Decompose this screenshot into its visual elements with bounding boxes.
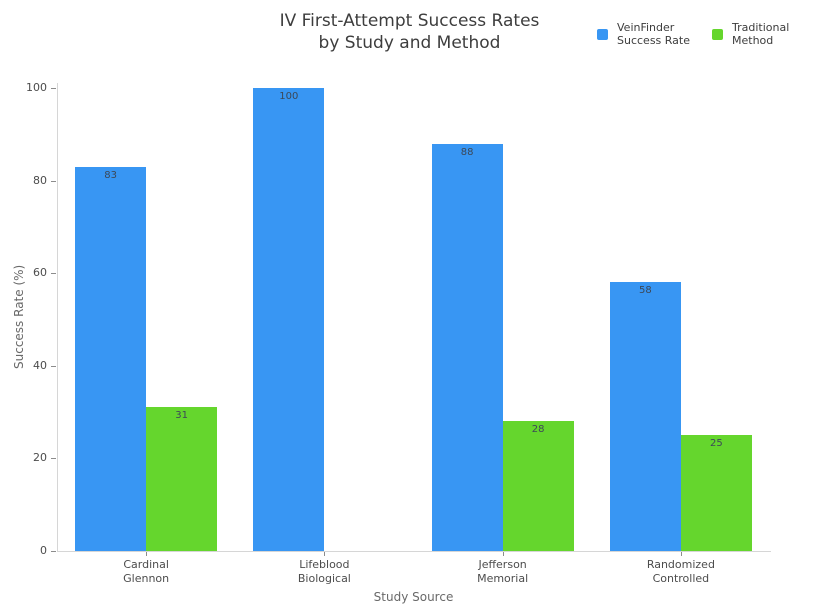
x-tick-label: Lifeblood Biological — [297, 558, 351, 585]
x-axis-title: Study Source — [373, 590, 454, 604]
legend-swatch-icon — [712, 29, 723, 40]
bar-value-label: 88 — [460, 146, 474, 158]
y-tick-mark — [51, 458, 56, 460]
chart-title: IV First-Attempt Success Rates by Study … — [279, 11, 540, 53]
y-tick-mark — [51, 180, 56, 182]
legend-item-veinfinder[interactable]: VeinFinder Success Rate — [597, 21, 690, 47]
y-axis-title: Success Rate (%) — [12, 264, 26, 370]
x-tick-mark — [680, 552, 682, 556]
traditional-bar[interactable]: 25 — [680, 435, 752, 551]
x-tick-label: Randomized Controlled — [646, 558, 715, 585]
y-tick-mark — [51, 273, 56, 275]
x-tick-mark — [146, 552, 148, 556]
y-tick-label: 60 — [33, 266, 47, 280]
legend-label: VeinFinder Success Rate — [617, 21, 690, 47]
y-tick-mark — [51, 551, 56, 552]
bar-value-label: 100 — [279, 91, 299, 102]
bar-value-label: 25 — [709, 438, 723, 450]
bar-value-label: 58 — [638, 285, 652, 297]
traditional-bar[interactable]: 31 — [146, 407, 218, 551]
x-axis-line — [57, 551, 771, 552]
plot-area: 83 100 88 58 31 28 25 — [57, 83, 770, 551]
x-tick-label: Jefferson Memorial — [477, 558, 529, 585]
legend-label: Traditional Method — [732, 21, 790, 47]
x-tick-mark — [324, 552, 326, 556]
bar-value-label: 83 — [104, 169, 117, 181]
veinfinder-bar[interactable]: 88 — [431, 143, 503, 551]
y-tick-label: 0 — [40, 544, 47, 557]
veinfinder-bar[interactable]: 100 — [253, 88, 325, 551]
y-tick-mark — [51, 365, 56, 367]
veinfinder-bar[interactable]: 58 — [609, 282, 681, 551]
traditional-bar[interactable]: 28 — [502, 421, 574, 551]
bar-value-label: 28 — [531, 424, 545, 436]
y-tick-label: 20 — [33, 451, 47, 465]
bar-value-label: 31 — [175, 410, 188, 422]
legend-item-traditional[interactable]: Traditional Method — [712, 21, 790, 47]
y-tick-mark — [51, 88, 56, 89]
legend: VeinFinder Success Rate Traditional Metho… — [597, 21, 790, 47]
x-tick-label: Cardinal Glennon — [123, 558, 170, 585]
y-tick-label: 100 — [26, 81, 47, 94]
x-tick-mark — [502, 552, 504, 556]
veinfinder-bar[interactable]: 83 — [75, 166, 147, 551]
y-axis-line — [57, 83, 58, 551]
y-tick-label: 80 — [33, 173, 47, 187]
legend-swatch-icon — [597, 29, 608, 40]
y-tick-label: 40 — [33, 358, 47, 372]
